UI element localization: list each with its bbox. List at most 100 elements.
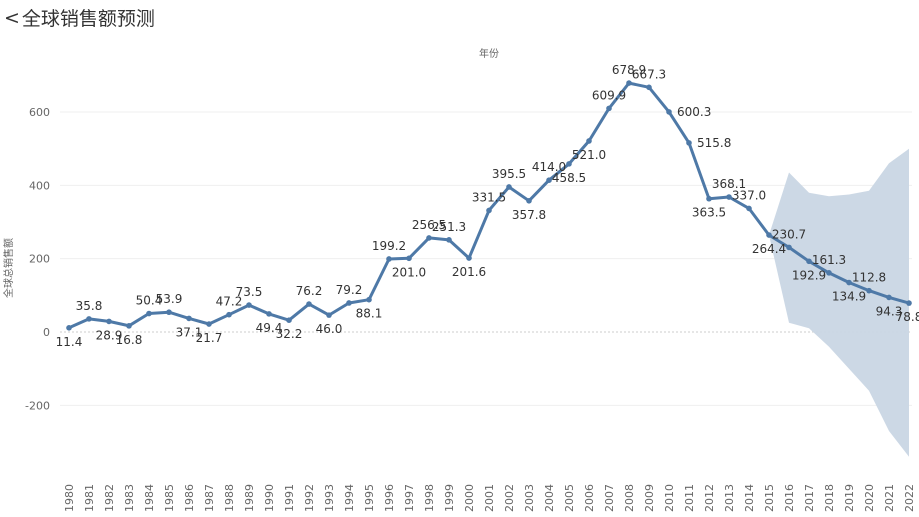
data-point xyxy=(646,84,652,91)
data-point xyxy=(366,296,372,303)
x-tick-label: 1994 xyxy=(343,484,356,512)
data-point xyxy=(106,318,112,325)
x-tick-label: 1998 xyxy=(423,484,436,512)
data-label: 134.9 xyxy=(832,290,866,304)
y-tick-label: -200 xyxy=(25,399,50,412)
x-tick-label: 2007 xyxy=(603,484,616,512)
data-point xyxy=(706,195,712,202)
data-label: 609.9 xyxy=(592,88,626,102)
data-label: 37.1 xyxy=(176,325,203,339)
x-tick-label: 1996 xyxy=(383,484,396,512)
data-label: 515.8 xyxy=(697,136,731,150)
page-title[interactable]: < 全球销售额预测 xyxy=(4,4,155,31)
data-point xyxy=(266,311,272,317)
data-label: 32.2 xyxy=(276,327,303,341)
x-tick-label: 2016 xyxy=(783,484,796,512)
back-chevron-icon[interactable]: < xyxy=(4,6,20,29)
data-point xyxy=(686,140,692,146)
data-label: 11.4 xyxy=(56,335,83,349)
x-tick-label: 2014 xyxy=(743,484,756,512)
gridlines xyxy=(60,111,912,406)
data-label: 414.0 xyxy=(532,160,566,174)
data-label: 161.3 xyxy=(812,253,846,267)
data-point xyxy=(826,270,832,276)
x-tick-label: 1989 xyxy=(243,484,256,512)
data-point xyxy=(466,255,472,261)
data-point xyxy=(566,161,572,167)
data-point xyxy=(406,255,412,262)
forecast-band xyxy=(769,148,909,457)
data-point xyxy=(526,198,532,204)
data-point xyxy=(766,232,772,238)
data-point xyxy=(586,138,592,144)
data-label: 53.9 xyxy=(156,292,183,306)
x-tick-label: 1987 xyxy=(203,484,216,512)
data-point xyxy=(346,300,352,306)
data-label: 28.9 xyxy=(96,328,123,342)
x-tick-label: 2004 xyxy=(543,484,556,512)
x-tick-label: 1992 xyxy=(303,484,316,512)
x-tick-label: 2008 xyxy=(623,484,636,512)
data-label: 667.3 xyxy=(632,67,666,81)
data-point xyxy=(386,256,392,262)
x-tick-label: 1995 xyxy=(363,484,376,512)
data-point xyxy=(186,315,192,322)
data-label: 73.5 xyxy=(236,285,263,299)
x-tick-label: 2021 xyxy=(883,484,896,512)
data-point xyxy=(906,300,912,306)
data-label: 363.5 xyxy=(692,206,726,220)
data-point xyxy=(206,321,212,327)
data-label: 368.1 xyxy=(712,177,746,191)
data-point xyxy=(226,311,232,318)
x-tick-label: 1984 xyxy=(143,484,156,512)
x-tick-label: 1982 xyxy=(103,484,116,512)
data-label: 521.0 xyxy=(572,148,606,162)
data-label: 201.0 xyxy=(392,265,426,279)
x-tick-label: 1988 xyxy=(223,484,236,512)
y-tick-label: 0 xyxy=(43,326,50,339)
x-tick-label: 1983 xyxy=(123,484,136,512)
data-point xyxy=(446,237,452,243)
data-label: 21.7 xyxy=(196,331,223,345)
y-axis-ticks: -200 0 200 400 600 xyxy=(25,106,50,412)
y-tick-label: 400 xyxy=(29,179,50,192)
data-label: 112.8 xyxy=(852,271,886,285)
data-label: 600.3 xyxy=(677,105,711,119)
data-label: 337.0 xyxy=(732,188,766,202)
data-point xyxy=(326,312,332,318)
y-axis-title: 全球总销售额 xyxy=(2,238,15,298)
data-point xyxy=(126,323,132,329)
x-tick-label: 2013 xyxy=(723,484,736,512)
x-tick-label: 2009 xyxy=(643,484,656,512)
data-labels: 11.4 35.8 28.916.8 50.453.9 37.121.7 47.273.5… xyxy=(56,63,919,349)
x-tick-label: 2005 xyxy=(563,484,576,512)
data-label: 49.4 xyxy=(256,321,283,335)
x-axis-ticks: 1980 1981 1982 1983 1984 1985 1986 1987 1988 1989… xyxy=(63,484,916,512)
x-tick-label: 1999 xyxy=(443,484,456,512)
x-tick-label: 1985 xyxy=(163,484,176,512)
x-tick-label: 1997 xyxy=(403,484,416,512)
x-tick-label: 2019 xyxy=(843,484,856,512)
data-label: 357.8 xyxy=(512,208,546,222)
data-point xyxy=(806,258,812,265)
data-label: 94.3 xyxy=(876,304,903,318)
data-point xyxy=(546,177,552,183)
data-label: 79.2 xyxy=(336,283,363,297)
x-tick-label: 2012 xyxy=(703,484,716,512)
x-tick-label: 2022 xyxy=(903,484,916,512)
data-label: 76.2 xyxy=(296,284,323,298)
data-point xyxy=(626,80,632,86)
x-tick-label: 2020 xyxy=(863,484,876,512)
x-tick-label: 2017 xyxy=(803,484,816,512)
data-label: 678.9 xyxy=(612,63,646,77)
data-point xyxy=(846,279,852,286)
data-point xyxy=(66,325,72,331)
data-point xyxy=(746,205,752,212)
x-tick-label: 1981 xyxy=(83,484,96,512)
data-point xyxy=(146,310,152,317)
data-point xyxy=(886,294,892,301)
x-tick-label: 1980 xyxy=(63,484,76,512)
data-label: 458.5 xyxy=(552,171,586,185)
data-label: 88.1 xyxy=(356,307,383,321)
